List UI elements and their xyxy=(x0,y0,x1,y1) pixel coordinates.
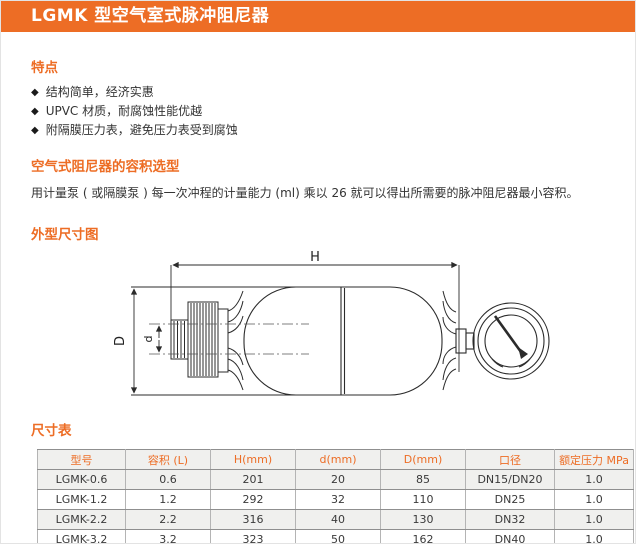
table-cell: 201 xyxy=(210,469,296,490)
feature-item: ◆ 结构简单，经济实惠 xyxy=(31,83,605,102)
content-area: 特点 ◆ 结构简单，经济实惠 ◆ UPVC 材质，耐腐蚀性能优越 ◆ 附隔膜压力… xyxy=(1,56,635,243)
damper-technical-drawing: H D d xyxy=(113,250,550,396)
feature-item: ◆ 附隔膜压力表，避免压力表受到腐蚀 xyxy=(31,121,605,140)
right-neck-flare xyxy=(442,290,457,391)
outline-drawing-heading: 外型尺寸图 xyxy=(31,227,99,243)
dim-label-H: H xyxy=(310,250,320,265)
table-cell: 2.2 xyxy=(125,509,211,530)
table-cell: 50 xyxy=(295,529,381,543)
feature-item-text: UPVC 材质，耐腐蚀性能优越 xyxy=(45,104,203,118)
diamond-bullet-icon: ◆ xyxy=(31,125,39,136)
table-cell: 1.0 xyxy=(554,509,634,530)
volume-selection-text: 用计量泵 ( 或隔膜泵 ) 每一次冲程的计量能力 (ml) 乘以 26 就可以得… xyxy=(31,186,579,200)
dim-label-D: D xyxy=(113,336,128,346)
table-cell: 0.6 xyxy=(125,469,211,490)
diamond-bullet-icon: ◆ xyxy=(31,106,39,117)
table-cell: 110 xyxy=(380,489,466,510)
features-heading: 特点 xyxy=(31,60,58,76)
dimension-table-heading: 尺寸表 xyxy=(31,423,72,439)
column-header: 口径 xyxy=(465,449,555,470)
table-cell: LGMK-3.2 xyxy=(37,529,126,543)
feature-item-text: 附隔膜压力表，避免压力表受到腐蚀 xyxy=(45,123,238,137)
table-cell: 32 xyxy=(295,489,381,510)
table-cell: LGMK-1.2 xyxy=(37,489,126,510)
feature-item-text: 结构简单，经济实惠 xyxy=(45,85,154,99)
table-cell: DN25 xyxy=(465,489,555,510)
left-neck-flare xyxy=(227,290,244,391)
column-header: 型号 xyxy=(37,449,126,470)
page-title: LGMK 型空气室式脉冲阻尼器 xyxy=(31,6,270,26)
table-section: 尺寸表 xyxy=(1,419,635,439)
table-cell: 323 xyxy=(210,529,296,543)
table-cell: LGMK-2.2 xyxy=(37,509,126,530)
dimension-lines xyxy=(130,261,460,396)
table-cell: 130 xyxy=(380,509,466,530)
table-cell: 85 xyxy=(380,469,466,490)
table-cell: 40 xyxy=(295,509,381,530)
dimension-table: 型号 容积 (L) H(mm) d(mm) D(mm) 口径 额定压力 MPa … xyxy=(37,449,634,543)
table-row: LGMK-3.2 3.2 323 50 162 DN40 1.0 xyxy=(37,529,634,543)
outline-drawing: H D d xyxy=(91,249,635,417)
table-cell: DN32 xyxy=(465,509,555,530)
column-header: H(mm) xyxy=(210,449,296,470)
centerlines xyxy=(149,323,309,355)
diamond-bullet-icon: ◆ xyxy=(31,87,39,98)
column-header: 额定压力 MPa xyxy=(554,449,634,470)
table-row: LGMK-0.6 0.6 201 20 85 DN15/DN20 1.0 xyxy=(37,469,634,490)
table-cell: 3.2 xyxy=(125,529,211,543)
table-cell: 1.0 xyxy=(554,529,634,543)
title-bar: LGMK 型空气室式脉冲阻尼器 xyxy=(1,1,635,32)
table-cell: 162 xyxy=(380,529,466,543)
table-cell: 1.2 xyxy=(125,489,211,510)
pressure-gauge xyxy=(455,302,550,380)
table-cell: DN40 xyxy=(465,529,555,543)
dimension-labels: H D d xyxy=(113,250,320,346)
volume-selection-heading: 空气式阻尼器的容积选型 xyxy=(31,159,180,175)
column-header: D(mm) xyxy=(380,449,466,470)
table-cell: 316 xyxy=(210,509,296,530)
dim-label-d: d xyxy=(142,336,155,343)
table-cell: LGMK-0.6 xyxy=(37,469,126,490)
table-cell: DN15/DN20 xyxy=(465,469,555,490)
column-header: d(mm) xyxy=(295,449,381,470)
table-row: LGMK-1.2 1.2 292 32 110 DN25 1.0 xyxy=(37,489,634,510)
feature-list: ◆ 结构简单，经济实惠 ◆ UPVC 材质，耐腐蚀性能优越 ◆ 附隔膜压力表，避… xyxy=(31,83,605,140)
table-cell: 20 xyxy=(295,469,381,490)
table-cell: 1.0 xyxy=(554,469,634,490)
table-cell: 292 xyxy=(210,489,296,510)
threaded-fitting xyxy=(170,301,229,378)
tank-body-outline xyxy=(243,286,443,396)
table-row: LGMK-2.2 2.2 316 40 130 DN32 1.0 xyxy=(37,509,634,530)
table-header-row: 型号 容积 (L) H(mm) d(mm) D(mm) 口径 额定压力 MPa xyxy=(37,449,634,470)
feature-item: ◆ UPVC 材质，耐腐蚀性能优越 xyxy=(31,102,605,121)
column-header: 容积 (L) xyxy=(125,449,211,470)
table-cell: 1.0 xyxy=(554,489,634,510)
